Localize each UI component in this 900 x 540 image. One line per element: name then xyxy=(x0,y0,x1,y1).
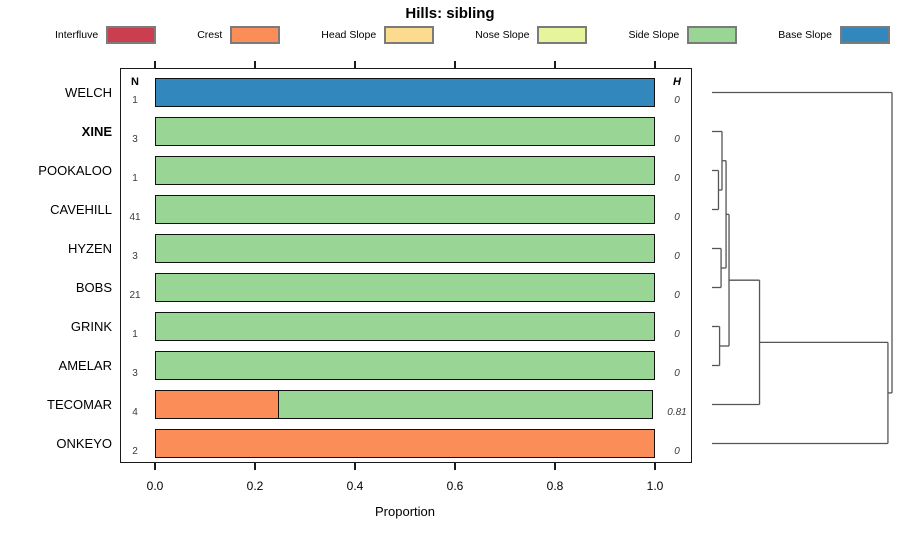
legend-item: Interfluve xyxy=(55,26,157,44)
bar-segment xyxy=(155,195,655,224)
row-label: CAVEHILL xyxy=(50,201,112,217)
n-value: 3 xyxy=(132,134,138,145)
legend-item-label: Head Slope xyxy=(321,29,377,41)
legend-swatch xyxy=(839,26,890,44)
n-value: 2 xyxy=(132,446,138,457)
bar-segment xyxy=(155,312,655,341)
axis-tick-label: 0.4 xyxy=(346,479,364,493)
axis-tick-bottom xyxy=(454,463,456,470)
n-value: 41 xyxy=(129,212,141,223)
row-label: ONKEYO xyxy=(56,435,112,451)
bar-row xyxy=(155,273,655,302)
row-label: BOBS xyxy=(75,279,112,295)
h-value: 0 xyxy=(674,446,680,457)
axis-tick-label: 0.0 xyxy=(146,479,164,493)
bar-row xyxy=(155,156,655,185)
axis-tick-bottom xyxy=(254,463,256,470)
bar-segment xyxy=(155,429,655,458)
legend-item: Crest xyxy=(197,26,281,44)
n-value: 21 xyxy=(129,290,141,301)
legend-item: Base Slope xyxy=(778,26,890,44)
row-label: POOKALOO xyxy=(38,162,112,178)
legend-swatch xyxy=(106,26,157,44)
bar-segment xyxy=(278,390,654,419)
bar-segment xyxy=(155,117,655,146)
bar-segment xyxy=(155,351,655,380)
row-label: WELCH xyxy=(65,84,112,100)
bar-row xyxy=(155,351,655,380)
axis-tick-bottom xyxy=(654,463,656,470)
plot-box xyxy=(120,68,692,463)
row-label: TECOMAR xyxy=(47,396,112,412)
bar-row xyxy=(155,429,655,458)
row-label: XINE xyxy=(81,123,112,139)
axis-tick-bottom xyxy=(154,463,156,470)
bar-row xyxy=(155,390,655,419)
legend-swatch xyxy=(687,26,738,44)
axis-tick-label: 0.2 xyxy=(246,479,264,493)
n-column-header: N xyxy=(131,76,139,88)
legend-item-label: Nose Slope xyxy=(475,29,530,41)
h-value: 0.81 xyxy=(667,407,687,418)
legend-swatch xyxy=(384,26,435,44)
axis-tick-label: 0.6 xyxy=(446,479,464,493)
legend-item-label: Crest xyxy=(197,29,223,41)
axis-tick-top xyxy=(254,61,256,68)
bar-segment xyxy=(155,156,655,185)
row-label: AMELAR xyxy=(58,357,112,373)
legend-item: Side Slope xyxy=(628,26,738,44)
bar-row xyxy=(155,78,655,107)
legend-item-label: Interfluve xyxy=(55,29,99,41)
h-value: 0 xyxy=(674,290,680,301)
bar-row xyxy=(155,312,655,341)
bar-segment xyxy=(155,273,655,302)
x-axis-title: Proportion xyxy=(375,504,435,519)
n-value: 4 xyxy=(132,407,138,418)
bar-segment xyxy=(155,234,655,263)
legend-item: Head Slope xyxy=(321,26,435,44)
legend-item-label: Side Slope xyxy=(628,29,680,41)
h-value: 0 xyxy=(674,173,680,184)
row-label: GRINK xyxy=(70,318,112,334)
axis-tick-top xyxy=(454,61,456,68)
h-value: 0 xyxy=(674,134,680,145)
axis-tick-bottom xyxy=(554,463,556,470)
axis-tick-bottom xyxy=(354,463,356,470)
legend-item: Nose Slope xyxy=(475,26,588,44)
row-label: HYZEN xyxy=(67,240,112,256)
bar-row xyxy=(155,117,655,146)
axis-tick-top xyxy=(354,61,356,68)
legend-item-label: Base Slope xyxy=(778,29,832,41)
n-value: 1 xyxy=(132,329,138,340)
bar-row xyxy=(155,234,655,263)
n-value: 3 xyxy=(132,251,138,262)
n-value: 3 xyxy=(132,368,138,379)
h-value: 0 xyxy=(674,251,680,262)
legend-swatch xyxy=(230,26,281,44)
h-value: 0 xyxy=(674,368,680,379)
h-value: 0 xyxy=(674,329,680,340)
n-value: 1 xyxy=(132,95,138,106)
bar-segment xyxy=(155,390,280,419)
axis-tick-top xyxy=(554,61,556,68)
bar-segment xyxy=(155,78,655,107)
legend: Interfluve Crest Head Slope Nose Slope Side … xyxy=(55,26,890,44)
h-value: 0 xyxy=(674,212,680,223)
legend-swatch xyxy=(537,26,588,44)
axis-tick-top xyxy=(654,61,656,68)
axis-tick-label: 1.0 xyxy=(646,479,664,493)
axis-tick-top xyxy=(154,61,156,68)
h-column-header: H xyxy=(673,76,681,88)
n-value: 1 xyxy=(132,173,138,184)
h-value: 0 xyxy=(674,95,680,106)
axis-tick-label: 0.8 xyxy=(546,479,564,493)
bar-row xyxy=(155,195,655,224)
chart-title: Hills: sibling xyxy=(405,5,495,22)
